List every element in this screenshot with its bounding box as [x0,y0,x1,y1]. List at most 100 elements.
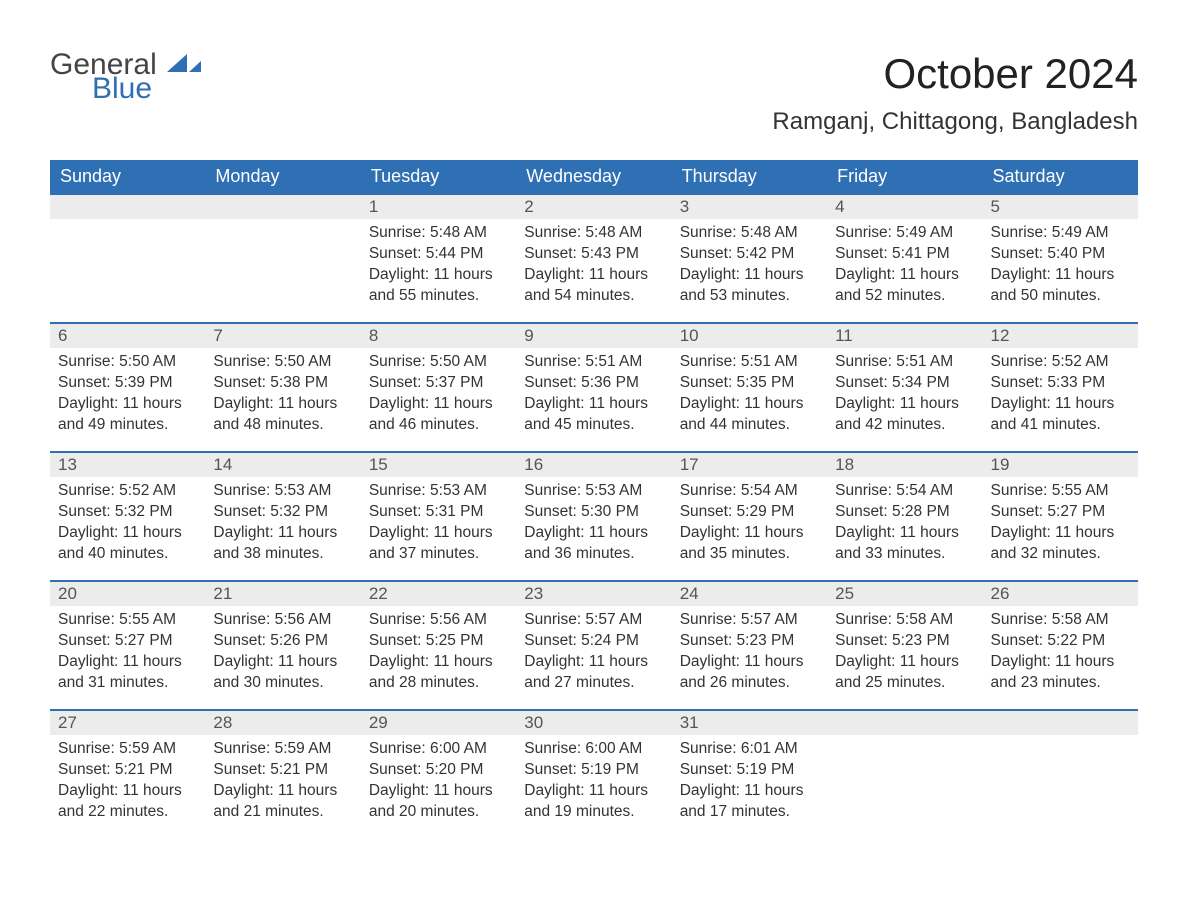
sunset-text: Sunset: 5:35 PM [680,373,819,394]
sunrise-text: Sunrise: 6:00 AM [369,739,508,760]
day-content-row: Sunrise: 5:48 AMSunset: 5:44 PM Daylight:… [50,219,1138,323]
sunset-text: Sunset: 5:32 PM [213,502,352,523]
day-content-row: Sunrise: 5:59 AMSunset: 5:21 PMDaylight:… [50,735,1138,839]
day-number-cell: 10 [672,323,827,348]
sunset-text: Sunset: 5:22 PM [991,631,1130,652]
sunrise-text: Sunrise: 5:58 AM [991,610,1130,631]
day-header: Sunday [50,160,205,194]
day-content-cell: Sunrise: 5:57 AMSunset: 5:23 PMDaylight:… [672,606,827,710]
day-content-cell: Sunrise: 5:58 AMSunset: 5:22 PMDaylight:… [983,606,1138,710]
sunset-text: Sunset: 5:21 PM [213,760,352,781]
sunrise-text: Sunrise: 5:51 AM [524,352,663,373]
day-number-row: 6789101112 [50,323,1138,348]
day-content-cell: Sunrise: 5:59 AMSunset: 5:21 PMDaylight:… [50,735,205,839]
day-content-cell: Sunrise: 5:51 AMSunset: 5:34 PMDaylight:… [827,348,982,452]
daylight-text: Daylight: 11 hours and 38 minutes. [213,523,352,565]
sunrise-text: Sunrise: 5:59 AM [213,739,352,760]
sunrise-text: Sunrise: 5:51 AM [680,352,819,373]
daylight-text: Daylight: 11 hours and 52 minutes. [835,265,974,307]
day-number-row: 12345 [50,194,1138,219]
daylight-text: Daylight: 11 hours and 19 minutes. [524,781,663,823]
sunset-text: Sunset: 5:34 PM [835,373,974,394]
sunrise-text: Sunrise: 5:55 AM [58,610,197,631]
day-content-cell: Sunrise: 5:49 AMSunset: 5:40 PMDaylight:… [983,219,1138,323]
day-number-cell [205,194,360,219]
sunrise-text: Sunrise: 5:58 AM [835,610,974,631]
daylight-text: Daylight: 11 hours and 35 minutes. [680,523,819,565]
calendar-table: SundayMondayTuesdayWednesdayThursdayFrid… [50,160,1138,839]
daylight-text: Daylight: 11 hours and 50 minutes. [991,265,1130,307]
daylight-text: Daylight: 11 hours and 17 minutes. [680,781,819,823]
daylight-text: Daylight: 11 hours and 33 minutes. [835,523,974,565]
day-content-cell: Sunrise: 5:48 AMSunset: 5:44 PMDaylight:… [361,219,516,323]
day-content-cell: Sunrise: 5:49 AMSunset: 5:41 PMDaylight:… [827,219,982,323]
day-number-cell: 19 [983,452,1138,477]
sunset-text: Sunset: 5:21 PM [58,760,197,781]
day-content-cell: Sunrise: 5:48 AMSunset: 5:43 PMDaylight:… [516,219,671,323]
day-header: Monday [205,160,360,194]
day-number-cell: 3 [672,194,827,219]
sunset-text: Sunset: 5:39 PM [58,373,197,394]
sunrise-text: Sunrise: 5:48 AM [369,223,508,244]
day-number-cell: 9 [516,323,671,348]
sunset-text: Sunset: 5:43 PM [524,244,663,265]
day-number-cell: 20 [50,581,205,606]
sunrise-text: Sunrise: 5:56 AM [213,610,352,631]
day-content-cell: Sunrise: 5:51 AMSunset: 5:35 PMDaylight:… [672,348,827,452]
day-content-cell: Sunrise: 5:52 AMSunset: 5:33 PMDaylight:… [983,348,1138,452]
title-block: October 2024 Ramganj, Chittagong, Bangla… [772,50,1138,136]
sunrise-text: Sunrise: 5:49 AM [991,223,1130,244]
day-header: Saturday [983,160,1138,194]
day-content-cell: Sunrise: 5:57 AMSunset: 5:24 PMDaylight:… [516,606,671,710]
day-content-cell: Sunrise: 5:53 AMSunset: 5:32 PMDaylight:… [205,477,360,581]
day-content-cell: Sunrise: 5:55 AMSunset: 5:27 PMDaylight:… [983,477,1138,581]
day-header: Tuesday [361,160,516,194]
daylight-text: Daylight: 11 hours and 36 minutes. [524,523,663,565]
daylight-text: Daylight: 11 hours and 20 minutes. [369,781,508,823]
daylight-text: Daylight: 11 hours and 26 minutes. [680,652,819,694]
daylight-text: Daylight: 11 hours and 41 minutes. [991,394,1130,436]
day-number-cell: 13 [50,452,205,477]
day-content-row: Sunrise: 5:52 AMSunset: 5:32 PMDaylight:… [50,477,1138,581]
day-content-cell: Sunrise: 6:01 AMSunset: 5:19 PMDaylight:… [672,735,827,839]
logo-text-2: Blue [92,74,201,104]
daylight-text: Daylight: 11 hours and 25 minutes. [835,652,974,694]
sunset-text: Sunset: 5:41 PM [835,244,974,265]
day-number-cell: 30 [516,710,671,735]
day-number-cell [983,710,1138,735]
sunrise-text: Sunrise: 5:54 AM [835,481,974,502]
daylight-text: Daylight: 11 hours and 21 minutes. [213,781,352,823]
day-number-cell: 17 [672,452,827,477]
day-number-row: 20212223242526 [50,581,1138,606]
header: General Blue October 2024 Ramganj, Chitt… [50,50,1138,136]
sunrise-text: Sunrise: 5:53 AM [369,481,508,502]
sunset-text: Sunset: 5:25 PM [369,631,508,652]
sunrise-text: Sunrise: 5:57 AM [680,610,819,631]
daylight-text: Daylight: 11 hours and 54 minutes. [524,265,663,307]
day-number-cell: 25 [827,581,982,606]
sunset-text: Sunset: 5:44 PM [369,244,508,265]
sunrise-text: Sunrise: 5:51 AM [835,352,974,373]
daylight-text: Daylight: 11 hours and 53 minutes. [680,265,819,307]
calendar-header-row: SundayMondayTuesdayWednesdayThursdayFrid… [50,160,1138,194]
sunrise-text: Sunrise: 5:56 AM [369,610,508,631]
day-header: Thursday [672,160,827,194]
day-content-cell [205,219,360,323]
daylight-text: Daylight: 11 hours and 32 minutes. [991,523,1130,565]
sunset-text: Sunset: 5:27 PM [991,502,1130,523]
sunset-text: Sunset: 5:33 PM [991,373,1130,394]
daylight-text: Daylight: 11 hours and 45 minutes. [524,394,663,436]
day-number-cell: 26 [983,581,1138,606]
daylight-text: Daylight: 11 hours and 46 minutes. [369,394,508,436]
sunrise-text: Sunrise: 5:53 AM [213,481,352,502]
day-number-cell: 6 [50,323,205,348]
day-header: Friday [827,160,982,194]
day-number-cell: 18 [827,452,982,477]
day-content-cell: Sunrise: 6:00 AMSunset: 5:19 PMDaylight:… [516,735,671,839]
day-content-cell: Sunrise: 5:56 AMSunset: 5:25 PMDaylight:… [361,606,516,710]
day-number-cell: 1 [361,194,516,219]
sunrise-text: Sunrise: 5:55 AM [991,481,1130,502]
day-content-cell: Sunrise: 5:56 AMSunset: 5:26 PMDaylight:… [205,606,360,710]
daylight-text: Daylight: 11 hours and 37 minutes. [369,523,508,565]
daylight-text: Daylight: 11 hours and 23 minutes. [991,652,1130,694]
